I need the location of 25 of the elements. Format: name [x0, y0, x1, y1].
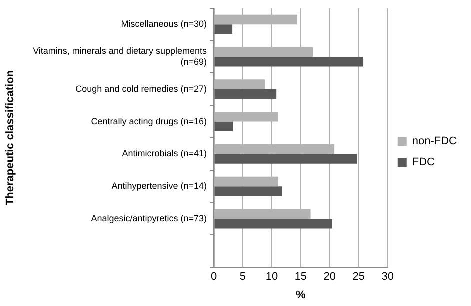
x-tick-label: 20 [324, 271, 336, 284]
x-tick-label: 30 [382, 271, 394, 284]
bar [214, 89, 277, 100]
x-tick-label: 10 [266, 271, 278, 284]
legend-label: non-FDC [412, 136, 458, 148]
bar [214, 57, 364, 67]
y-tick-label: Antihypertensive (n=14) [112, 181, 207, 192]
bar [214, 24, 233, 34]
y-tick-label: Vitamins, minerals and dietary supplements (n=69) [33, 46, 208, 67]
x-tick-label: 5 [240, 271, 246, 284]
bar [214, 186, 282, 196]
y-tick-label: Analgesic/antipyretics (n=73) [91, 213, 207, 224]
x-tick-label: 25 [352, 271, 366, 284]
bar [214, 154, 358, 164]
bar [214, 219, 332, 229]
bar [214, 122, 234, 132]
y-tick-label: Miscellaneous (n=30) [121, 19, 207, 30]
y-axis-title: Therapeutic classification [4, 70, 17, 206]
y-tick-label: Antimicrobials (n=41) [122, 148, 207, 159]
y-tick-label: Centrally acting drugs (n=16) [91, 116, 207, 126]
y-tick-label: Cough and cold remedies (n=27) [76, 84, 207, 94]
x-tick-label: 15 [294, 271, 308, 284]
x-tick-label: 0 [210, 271, 218, 284]
x-axis-title: % [296, 289, 306, 302]
legend-label: FDC [412, 156, 436, 169]
